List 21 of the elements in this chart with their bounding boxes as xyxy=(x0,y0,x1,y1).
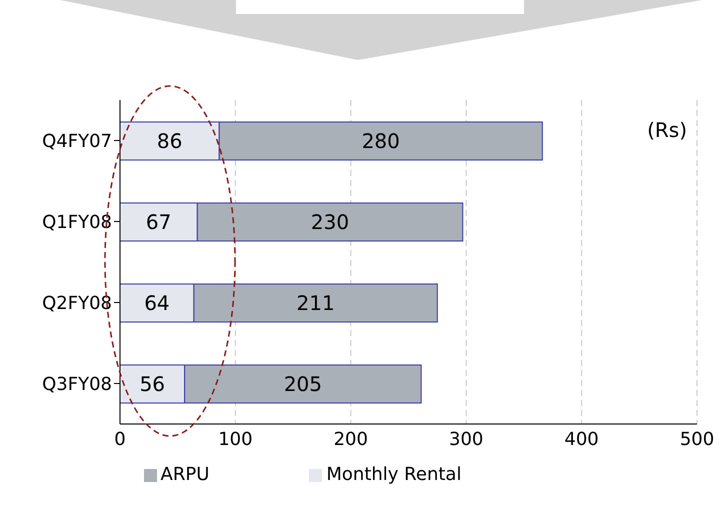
data-label: 64 xyxy=(144,291,170,316)
legend-label: ARPU xyxy=(160,464,210,485)
data-label: 205 xyxy=(284,372,322,396)
x-tick-label: 100 xyxy=(218,428,253,450)
x-tick-label: 300 xyxy=(449,428,484,450)
data-label: 56 xyxy=(140,372,166,396)
y-tick-label: Q4FY07 xyxy=(42,130,112,152)
annotation: (Rs) xyxy=(647,118,687,142)
data-label: 67 xyxy=(146,210,172,234)
legend-label: Monthly Rental xyxy=(326,464,462,485)
x-tick-label: 0 xyxy=(114,428,126,450)
x-tick-label: 400 xyxy=(564,428,599,450)
y-tick-label: Q2FY08 xyxy=(42,292,112,314)
x-tick-label: 200 xyxy=(334,428,368,450)
data-label: 280 xyxy=(362,129,400,154)
data-label: 211 xyxy=(296,291,335,316)
data-label: 230 xyxy=(310,210,350,234)
x-tick-label: 500 xyxy=(680,428,714,450)
y-tick-label: Q1FY08 xyxy=(42,212,112,233)
y-tick-label: Q3FY08 xyxy=(42,374,112,395)
data-label: 86 xyxy=(156,129,182,154)
